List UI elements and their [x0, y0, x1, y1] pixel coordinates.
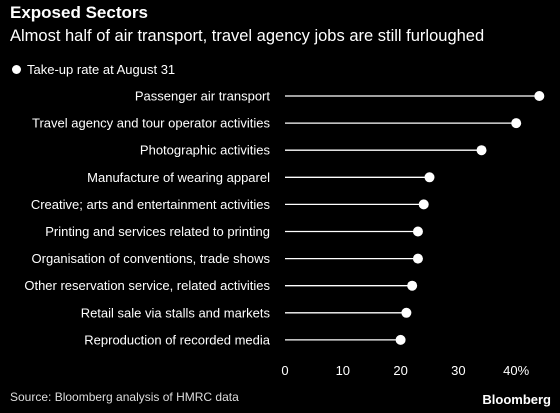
bloomberg-logo: Bloomberg	[482, 392, 551, 407]
value-dot	[407, 280, 418, 291]
value-dot	[424, 172, 435, 183]
chart-subtitle: Almost half of air transport, travel age…	[10, 27, 485, 45]
category-label: Passenger air transport	[135, 89, 271, 104]
category-label: Organisation of conventions, trade shows	[32, 251, 271, 266]
category-label: Manufacture of wearing apparel	[87, 170, 270, 185]
x-tick-label: 10	[336, 363, 350, 378]
category-label: Creative; arts and entertainment activit…	[31, 197, 271, 212]
source-note: Source: Bloomberg analysis of HMRC data	[10, 390, 239, 404]
legend-dot-icon	[12, 65, 21, 74]
value-dot	[412, 253, 423, 264]
chart-title: Exposed Sectors	[10, 3, 148, 22]
x-tick-label: 0	[281, 363, 288, 378]
value-dot	[412, 226, 423, 237]
category-label: Travel agency and tour operator activiti…	[32, 116, 270, 131]
legend: Take-up rate at August 31	[12, 62, 175, 77]
category-label: Other reservation service, related activ…	[24, 278, 270, 293]
value-dot	[476, 145, 487, 156]
x-tick-label: 30	[451, 363, 465, 378]
x-tick-label: 40%	[503, 363, 529, 378]
value-dot	[534, 91, 545, 101]
value-dot	[511, 118, 522, 129]
x-tick-label: 20	[393, 363, 407, 378]
category-label: Reproduction of recorded media	[84, 332, 270, 347]
value-dot	[418, 199, 429, 210]
value-dot	[395, 334, 406, 345]
category-label: Photographic activities	[140, 143, 271, 158]
category-label: Printing and services related to printin…	[45, 224, 270, 239]
value-dot	[401, 307, 412, 318]
legend-label: Take-up rate at August 31	[27, 62, 176, 77]
category-label: Retail sale via stalls and markets	[81, 305, 271, 320]
